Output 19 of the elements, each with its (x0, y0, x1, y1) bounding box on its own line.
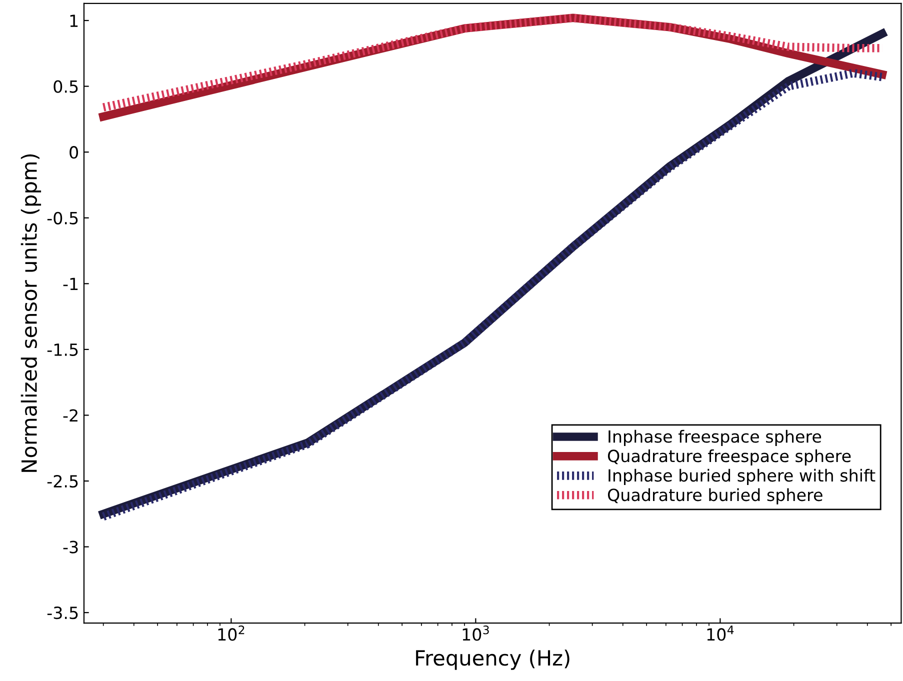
legend-label: Quadrature buried sphere (608, 488, 822, 504)
x-axis-title: Frequency (Hz) (416, 650, 570, 670)
y-tick-label: -1.5 (47, 344, 78, 356)
y-tick-label: -3.5 (47, 606, 78, 620)
legend-label: Inphase buried sphere with shift (608, 468, 876, 485)
x-tick-label: 10$^{3}$ (462, 625, 489, 641)
y-tick-label: -1 (63, 278, 78, 290)
y-axis-title: Normalized sensor units (ppm) (20, 154, 42, 472)
y-tick-label: 1 (70, 14, 78, 27)
y-tick-label: 0 (70, 146, 78, 159)
legend-label: Inphase freespace sphere (608, 430, 822, 446)
x-tick-label: 10$^{2}$ (218, 625, 244, 641)
x-tick-label: 10$^{4}$ (707, 626, 734, 641)
y-tick-label: 0.5 (54, 80, 78, 93)
y-tick-label: -0.5 (47, 212, 78, 224)
y-tick-label: -3 (63, 540, 78, 554)
y-tick-label: -2 (63, 409, 78, 422)
legend-label: Quadrature freespace sphere (608, 449, 851, 466)
y-tick-label: -2.5 (47, 474, 78, 488)
